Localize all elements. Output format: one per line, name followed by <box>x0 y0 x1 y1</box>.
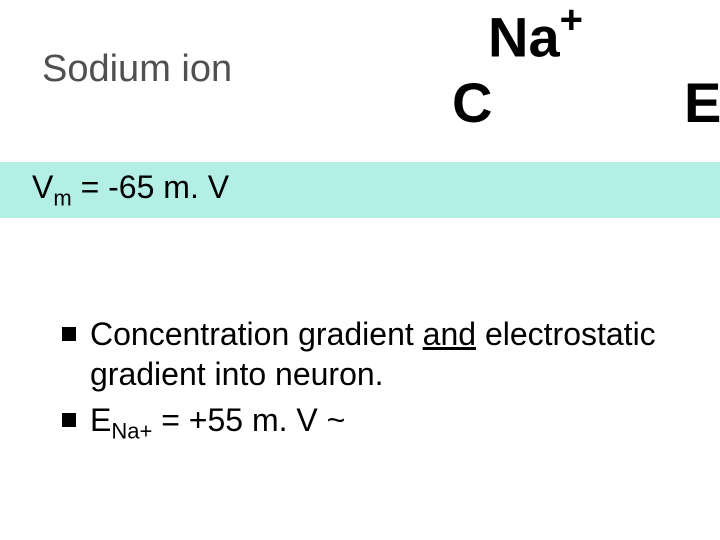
slide: Sodium ion Na+ C E Vm = -65 m. V Concent… <box>0 0 720 540</box>
vm-highlight-box: Vm = -65 m. V <box>0 162 720 218</box>
vm-equation: Vm = -65 m. V <box>32 169 229 211</box>
bullet1-underlined: and <box>423 316 476 352</box>
list-item: Concentration gradient and electrostatic… <box>62 314 682 394</box>
ion-charge: + <box>560 0 583 42</box>
label-c: C <box>452 70 492 135</box>
vm-symbol: V <box>32 169 53 205</box>
ion-element: Na <box>488 6 560 69</box>
square-bullet-icon <box>62 413 76 427</box>
bullet-text-1: Concentration gradient and electrostatic… <box>90 314 682 394</box>
ion-symbol: Na+ <box>488 2 583 70</box>
bullet-text-2: ENa+ = +55 m. V ~ <box>90 400 345 445</box>
square-bullet-icon <box>62 327 76 341</box>
vm-value: = -65 m. V <box>72 169 229 205</box>
bullet2-rest: = +55 m. V ~ <box>152 402 345 438</box>
bullet2-e-symbol: E <box>90 402 111 438</box>
bullet1-pre: Concentration gradient <box>90 316 423 352</box>
bullet2-e-subscript: Na+ <box>111 418 152 443</box>
bullet-list: Concentration gradient and electrostatic… <box>62 314 682 451</box>
slide-title: Sodium ion <box>42 48 232 91</box>
list-item: ENa+ = +55 m. V ~ <box>62 400 682 445</box>
vm-subscript: m <box>53 185 71 210</box>
label-e: E <box>684 70 720 135</box>
